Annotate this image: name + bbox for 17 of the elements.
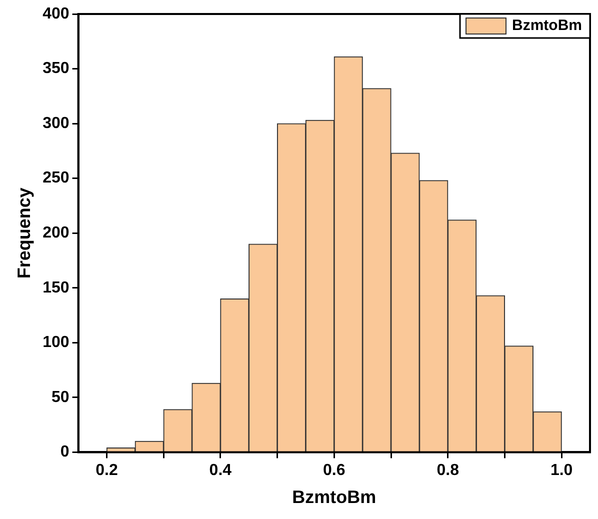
- legend-label: BzmtoBm: [512, 17, 582, 34]
- y-tick-label: 250: [42, 170, 70, 187]
- y-tick-label: 350: [42, 60, 70, 78]
- x-axis-title: BzmtoBm: [292, 487, 376, 508]
- x-tick-label: 1.0: [550, 462, 573, 480]
- x-tick-label: 0.8: [436, 462, 460, 480]
- y-tick-label: 150: [42, 279, 70, 296]
- x-tick-label: 0.2: [96, 462, 118, 480]
- x-tick-label: 0.6: [323, 462, 346, 480]
- y-tick-label: 400: [42, 5, 70, 22]
- y-axis-title: Frequency: [14, 188, 34, 279]
- y-tick-label: 0: [60, 444, 70, 461]
- y-tick-label: 300: [42, 114, 70, 132]
- y-tick-label: 100: [42, 334, 70, 352]
- y-tick-label: 200: [42, 224, 70, 242]
- x-tick-label: 0.4: [209, 462, 232, 480]
- y-tick-label: 50: [52, 388, 70, 406]
